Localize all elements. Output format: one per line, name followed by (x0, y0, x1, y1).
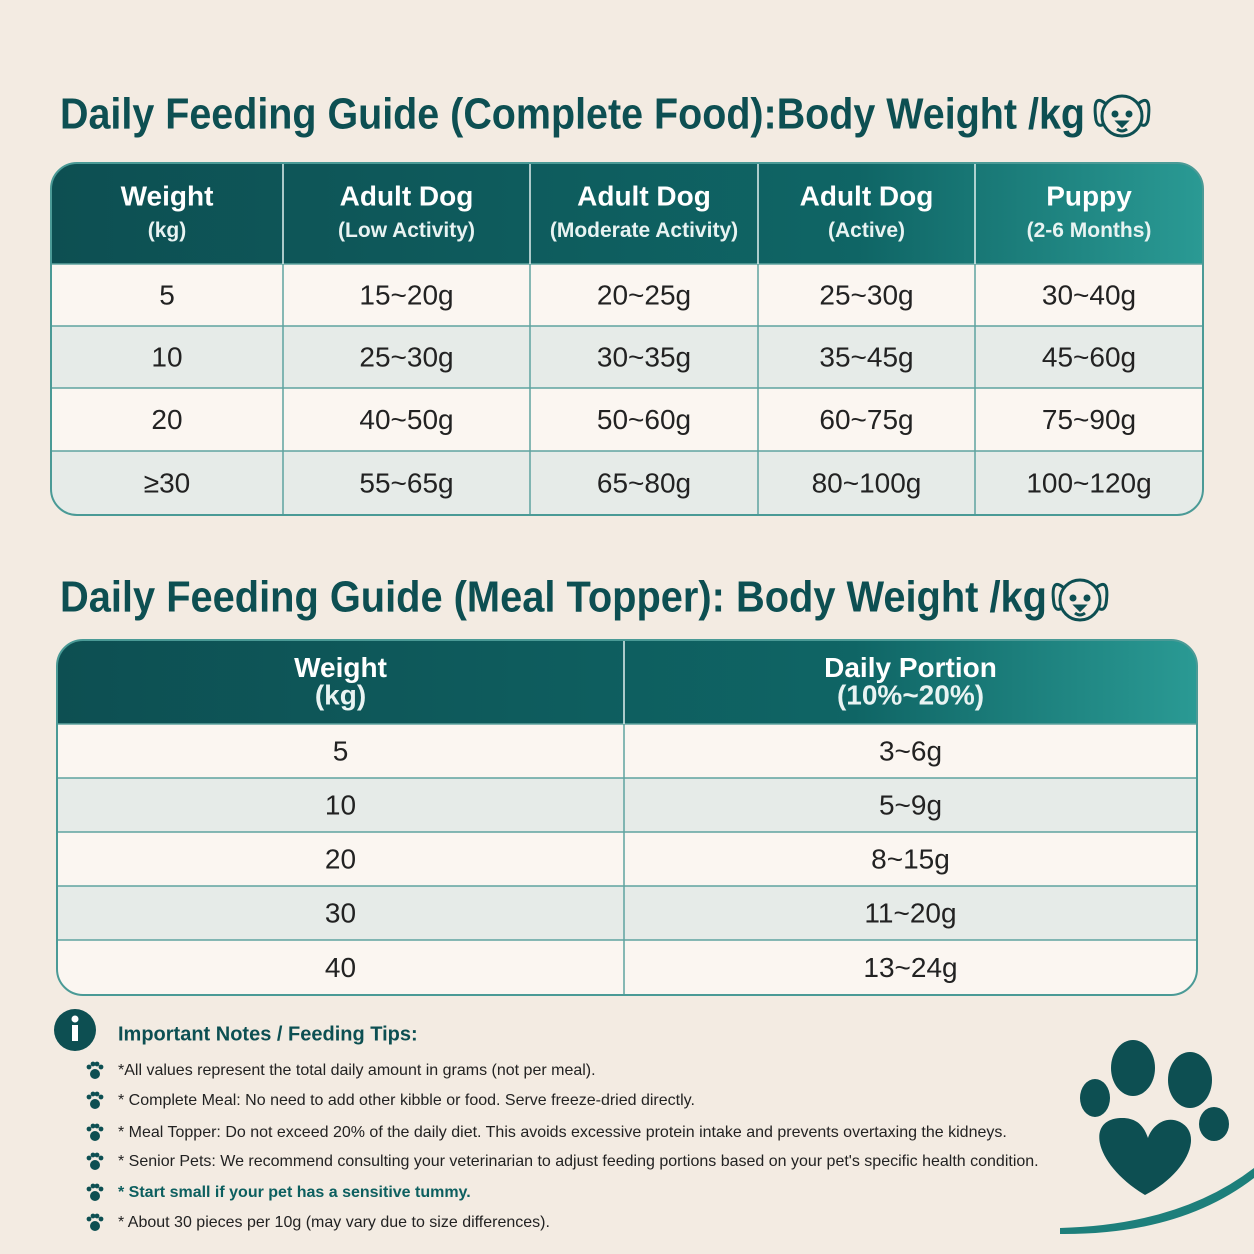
header-main: Weight (294, 652, 387, 683)
note-item: * Complete Meal: No need to add other ki… (118, 1092, 695, 1109)
table-row (51, 388, 1203, 451)
table-border (50, 162, 1204, 516)
dog-icon (1051, 578, 1109, 622)
table-cell: 30 (325, 897, 356, 928)
header-main: Adult Dog (800, 181, 934, 212)
header-sub: (Low Activity) (338, 219, 475, 242)
table-cell: 8~15g (871, 843, 950, 874)
paw-bullet (86, 1213, 104, 1231)
table-row (57, 724, 1197, 778)
paw-bullet (86, 1061, 104, 1079)
header-main: Puppy (1046, 181, 1132, 212)
note-item: * About 30 pieces per 10g (may vary due … (118, 1214, 550, 1231)
paw-bullet (86, 1123, 104, 1141)
table-cell: 5 (333, 735, 349, 766)
notes-title: Important Notes / Feeding Tips: (118, 1023, 418, 1045)
table-border (56, 639, 1198, 996)
table-cell: 80~100g (812, 467, 922, 498)
header-sub: (kg) (315, 680, 366, 711)
table-cell: 50~60g (597, 404, 691, 435)
header-sub: (Active) (828, 219, 905, 242)
table-row (51, 451, 1203, 515)
table-cell: 60~75g (819, 404, 913, 435)
header-main: Weight (121, 181, 214, 212)
table-cell: 35~45g (819, 341, 913, 372)
table-cell: 13~24g (863, 952, 957, 983)
table-row (57, 778, 1197, 832)
table-row (51, 264, 1203, 326)
table-cell: 25~30g (819, 279, 913, 310)
table-cell: 30~40g (1042, 279, 1136, 310)
table-cell: 30~35g (597, 341, 691, 372)
table-cell: 25~30g (359, 341, 453, 372)
paw-bullet (86, 1091, 104, 1109)
table-cell: 11~20g (864, 897, 956, 928)
table-cell: ≥30 (144, 467, 191, 498)
table-cell: 40~50g (359, 404, 453, 435)
note-item: * Senior Pets: We recommend consulting y… (118, 1153, 1039, 1170)
info-bar (72, 1025, 78, 1041)
big-paw (1060, 1040, 1254, 1235)
table-cell: 40 (325, 952, 356, 983)
table-row (51, 326, 1203, 388)
table-title: Daily Feeding Guide (Meal Topper): Body … (60, 573, 1047, 622)
table-cell: 55~65g (359, 467, 453, 498)
header-main: Daily Portion (824, 652, 997, 683)
table-cell: 75~90g (1042, 404, 1136, 435)
note-item: * Meal Topper: Do not exceed 20% of the … (118, 1124, 1007, 1141)
table: 5 3~6g 10 5~9g 20 8~15g 30 11~20g 40 13~24g Weight… (57, 640, 1197, 995)
table-row (57, 886, 1197, 940)
paw-bullet (86, 1183, 104, 1201)
header-sub: (kg) (148, 219, 187, 242)
header-sub: (10%~20%) (837, 680, 984, 711)
table-header (57, 640, 1197, 724)
table-cell: 5 (159, 279, 175, 310)
table-cell: 20~25g (597, 279, 691, 310)
table-cell: 45~60g (1042, 341, 1136, 372)
table-cell: 10 (325, 789, 356, 820)
note-item: *All values represent the total daily am… (118, 1062, 596, 1079)
table-cell: 20 (151, 404, 182, 435)
info-dot (71, 1015, 79, 1023)
header-sub: (Moderate Activity) (550, 219, 738, 242)
header-main: Adult Dog (340, 181, 474, 212)
note-item: * Start small if your pet has a sensitiv… (118, 1184, 471, 1201)
table-cell: 20 (325, 843, 356, 874)
table-row (57, 832, 1197, 886)
table-cell: 65~80g (597, 467, 691, 498)
header-main: Adult Dog (577, 181, 711, 212)
table-cell: 10 (151, 341, 182, 372)
table-cell: 15~20g (359, 279, 453, 310)
table-title: Daily Feeding Guide (Complete Food):Body… (60, 90, 1085, 139)
table-row (57, 940, 1197, 995)
table-cell: 5~9g (879, 789, 942, 820)
table: 5 15~20g 20~25g 25~30g 30~40g 10 25~30g 30~35g 3… (51, 163, 1203, 515)
paw-bullet (86, 1152, 104, 1170)
header-sub: (2-6 Months) (1027, 219, 1152, 242)
table-header (51, 163, 1203, 264)
table-cell: 3~6g (879, 735, 942, 766)
dog-icon (1093, 94, 1151, 138)
table-cell: 100~120g (1026, 467, 1151, 498)
